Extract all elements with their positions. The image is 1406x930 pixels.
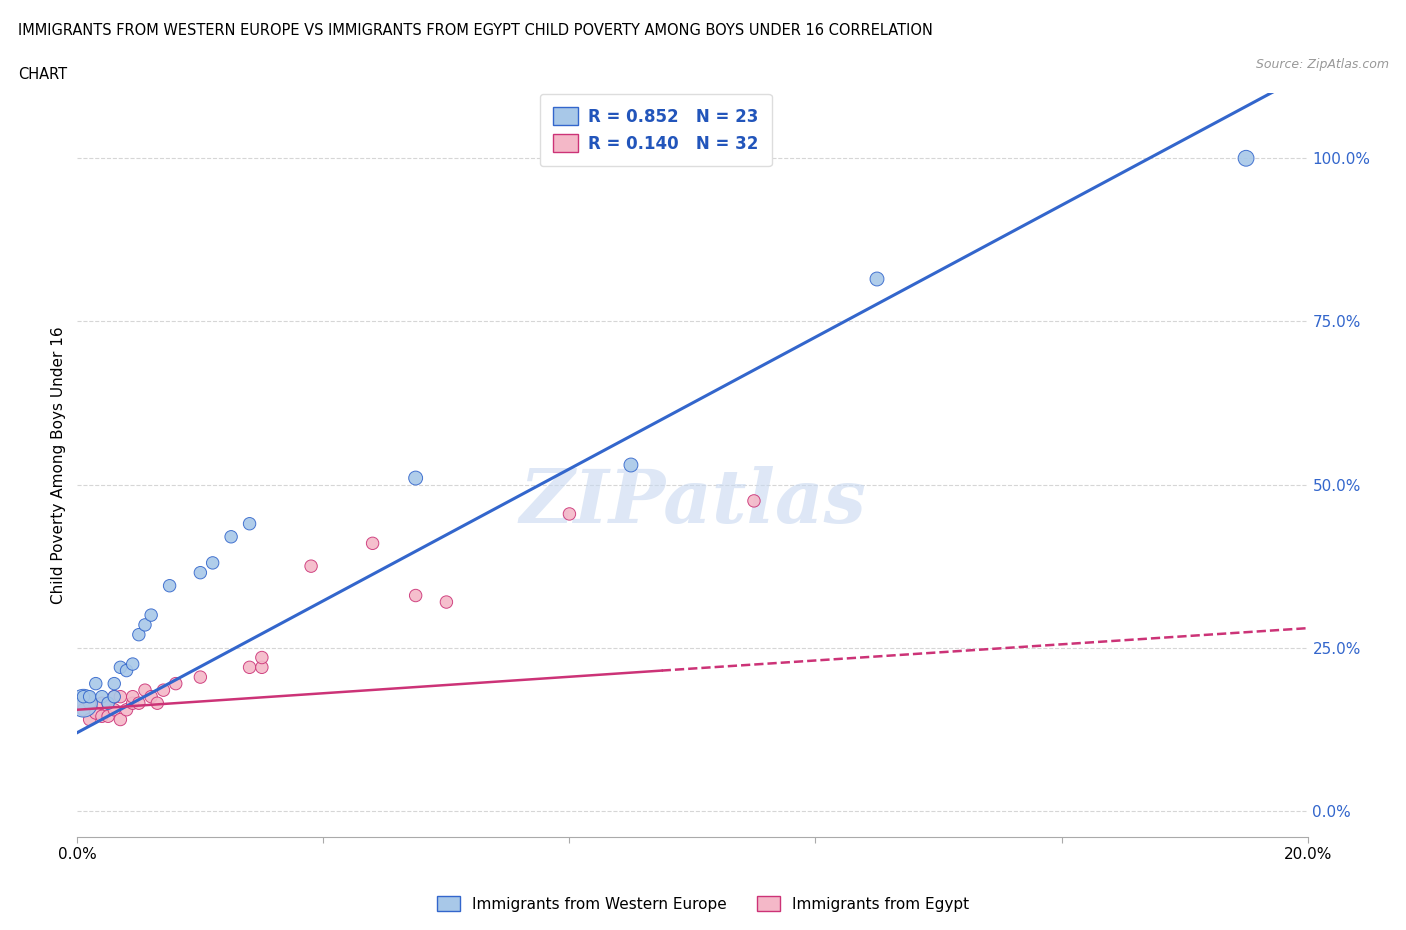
Point (121, 689, 143, 704)
Point (103, 689, 125, 704)
Point (188, 565, 212, 580)
Point (405, 588, 427, 603)
Point (121, 657, 143, 671)
Point (66, 696, 89, 711)
Point (72, 702, 94, 717)
Point (146, 696, 169, 711)
Point (79, 696, 101, 711)
Legend: R = 0.852   N = 23, R = 0.140   N = 32: R = 0.852 N = 23, R = 0.140 N = 32 (540, 94, 772, 166)
Point (361, 536, 384, 551)
Point (620, 458, 643, 472)
Text: IMMIGRANTS FROM WESTERN EUROPE VS IMMIGRANTS FROM EGYPT CHILD POVERTY AMONG BOYS: IMMIGRANTS FROM WESTERN EUROPE VS IMMIGR… (18, 23, 934, 38)
Point (558, 507, 581, 522)
Point (299, 559, 322, 574)
Point (110, 689, 132, 704)
Point (405, 471, 427, 485)
Point (436, 594, 458, 609)
Point (72, 696, 94, 711)
Point (103, 689, 125, 704)
Point (866, 272, 889, 286)
Text: Source: ZipAtlas.com: Source: ZipAtlas.com (1256, 58, 1389, 71)
Point (84, 706, 107, 721)
Point (84, 676, 107, 691)
Point (97, 696, 120, 711)
Point (165, 676, 187, 691)
Point (72, 689, 94, 704)
Point (250, 660, 273, 675)
Point (121, 696, 143, 711)
Point (141, 607, 163, 622)
Point (90, 696, 114, 711)
Point (159, 578, 181, 593)
Point (128, 696, 150, 711)
Point (134, 618, 156, 632)
Point (188, 670, 212, 684)
Text: ZIPatlas: ZIPatlas (519, 466, 866, 538)
Point (742, 494, 765, 509)
Point (97, 696, 120, 711)
Point (90, 709, 114, 724)
Point (103, 702, 125, 717)
Y-axis label: Child Poverty Among Boys Under 16: Child Poverty Among Boys Under 16 (51, 326, 66, 604)
Point (115, 702, 138, 717)
Point (79, 689, 101, 704)
Point (239, 516, 262, 531)
Point (134, 683, 156, 698)
Point (110, 660, 132, 675)
Point (201, 555, 224, 570)
Point (128, 627, 150, 642)
Point (141, 689, 163, 704)
Point (103, 676, 125, 691)
Point (219, 529, 242, 544)
Point (115, 663, 138, 678)
Text: CHART: CHART (18, 67, 67, 82)
Point (79, 712, 101, 727)
Point (1234, 151, 1257, 166)
Point (250, 650, 273, 665)
Legend: Immigrants from Western Europe, Immigrants from Egypt: Immigrants from Western Europe, Immigran… (430, 889, 976, 918)
Point (97, 709, 120, 724)
Point (152, 683, 174, 698)
Point (90, 689, 114, 704)
Point (239, 660, 262, 675)
Point (110, 712, 132, 727)
